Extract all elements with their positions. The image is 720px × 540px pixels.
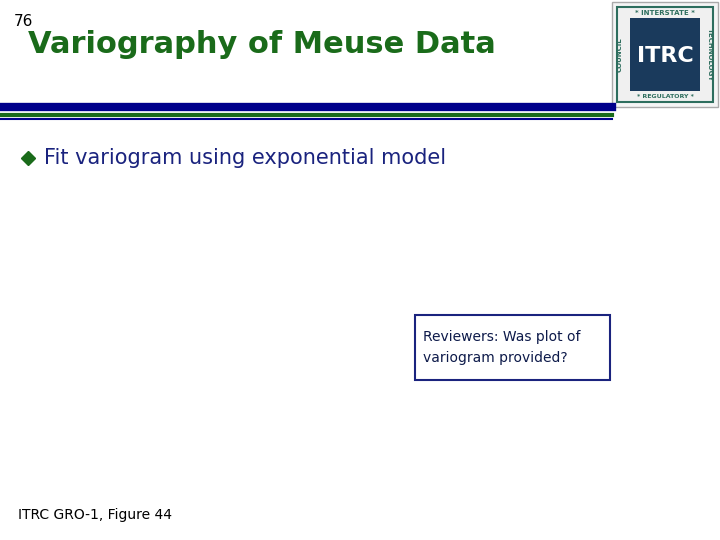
Text: TECHNOLOGY: TECHNOLOGY [707,28,713,81]
Text: * INTERSTATE *: * INTERSTATE * [635,10,695,16]
Text: 76: 76 [14,14,33,29]
Bar [617,7,713,102]
Text: Reviewers: Was plot of
variogram provided?: Reviewers: Was plot of variogram provide… [423,330,580,365]
Bar [630,18,700,91]
Text: * REGULATORY *: * REGULATORY * [636,94,693,99]
Bar [612,2,718,107]
Text: Fit variogram using exponential model: Fit variogram using exponential model [44,148,446,168]
Text: Variography of Meuse Data: Variography of Meuse Data [28,30,496,59]
Text: ITRC GRO-1, Figure 44: ITRC GRO-1, Figure 44 [18,508,172,522]
Text: COUNCIL: COUNCIL [617,37,623,72]
Text: ITRC: ITRC [636,46,693,66]
Bar [415,315,610,380]
